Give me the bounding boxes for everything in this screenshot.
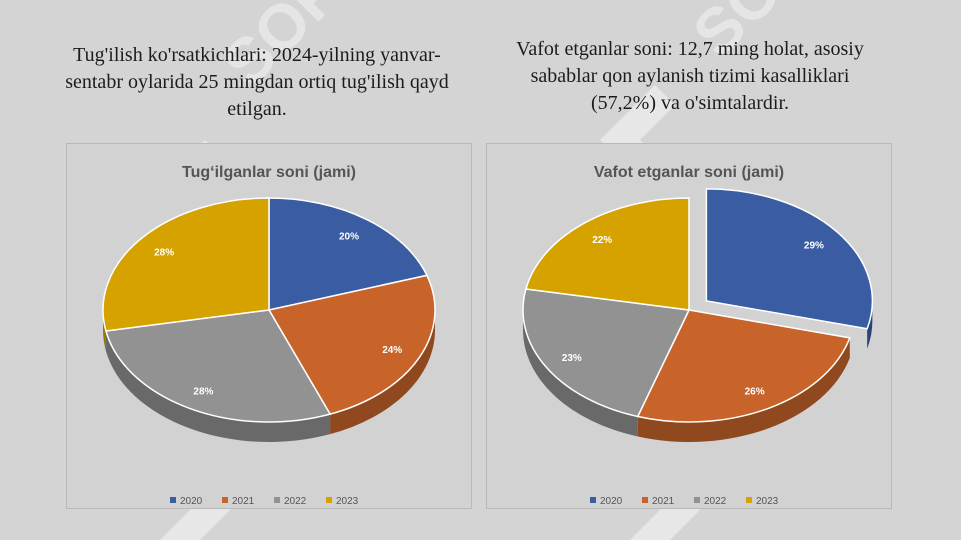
deaths-legend-swatch-2020 xyxy=(590,497,596,503)
deaths-slice-side-2022 xyxy=(523,310,638,437)
deaths-legend-swatch-2023 xyxy=(746,497,752,503)
deaths-slice-label-2023: 22% xyxy=(592,235,612,246)
births-slice-label-2020: 20% xyxy=(339,232,359,243)
births-legend-label-2021: 2021 xyxy=(232,496,255,507)
deaths-legend-swatch-2022 xyxy=(694,497,700,503)
deaths-slice-label-2022: 23% xyxy=(562,353,582,364)
births-slice-side-2022 xyxy=(105,330,331,442)
births-legend-swatch-2023 xyxy=(326,497,332,503)
deaths-slice-side-2020 xyxy=(867,300,873,349)
deaths-legend-label-2023: 2023 xyxy=(756,496,779,507)
caption-deaths: Vafot etganlar soni: 12,7 ming holat, as… xyxy=(516,38,864,114)
births-legend-label-2020: 2020 xyxy=(180,496,203,507)
deaths-slice-2021 xyxy=(636,309,851,423)
chart-panel-deaths: Vafot etganlar soni (jami) 29% 26% 23% 22% 20… xyxy=(486,143,892,509)
deaths-legend-label-2020: 2020 xyxy=(600,496,623,507)
births-chart-title: Tug‘ilganlar soni (jami) xyxy=(182,164,356,181)
deaths-pie-chart: Vafot etganlar soni (jami) 29% 26% 23% 22% 20… xyxy=(522,164,874,507)
births-legend-label-2023: 2023 xyxy=(336,496,359,507)
deaths-slice-side-2021 xyxy=(637,337,850,442)
births-slice-side-2021 xyxy=(330,310,435,435)
births-slice-label-2021: 24% xyxy=(382,345,402,356)
deaths-slice-2023 xyxy=(524,197,690,311)
caption-births: Tug'ilish ko'rsatkichlari: 2024-yilning … xyxy=(65,44,449,120)
births-slice-2020 xyxy=(268,197,428,311)
births-slice-2023 xyxy=(102,197,270,332)
births-slice-label-2022: 28% xyxy=(193,387,213,398)
births-slice-side-2023 xyxy=(103,310,106,351)
deaths-slice-2020 xyxy=(705,188,874,330)
deaths-slice-2022 xyxy=(522,288,691,418)
deaths-chart-title: Vafot etganlar soni (jami) xyxy=(594,164,784,181)
deaths-slice-label-2021: 26% xyxy=(745,387,765,398)
births-legend-swatch-2020 xyxy=(170,497,176,503)
births-legend-swatch-2021 xyxy=(222,497,228,503)
births-legend-label-2022: 2022 xyxy=(284,496,307,507)
births-slice-2022 xyxy=(104,309,332,423)
births-slice-label-2023: 28% xyxy=(154,248,174,259)
deaths-slice-label-2020: 29% xyxy=(804,241,824,252)
deaths-legend-label-2022: 2022 xyxy=(704,496,727,507)
chart-panel-births: Tug‘ilganlar soni (jami) 20% 24% 28% 28% 2020… xyxy=(66,143,472,509)
deaths-legend-label-2021: 2021 xyxy=(652,496,675,507)
births-legend-swatch-2022 xyxy=(274,497,280,503)
births-pie-chart: Tug‘ilganlar soni (jami) 20% 24% 28% 28% 2020… xyxy=(102,164,436,507)
deaths-legend-swatch-2021 xyxy=(642,497,648,503)
